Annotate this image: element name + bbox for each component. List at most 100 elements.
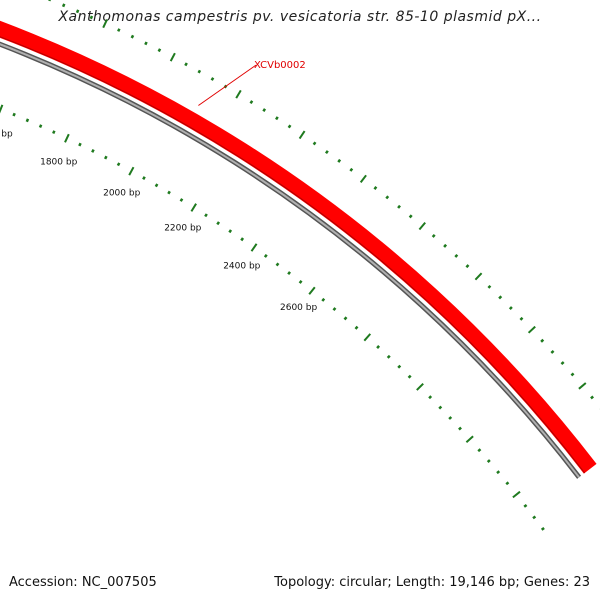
inner-tick-major — [128, 166, 135, 176]
position-label: 2400 bp — [223, 262, 260, 272]
inner-tick-minor — [38, 124, 43, 129]
outer-tick-major — [418, 221, 426, 231]
inner-tick-minor — [298, 279, 303, 284]
inner-tick-minor — [532, 515, 537, 520]
inner-tick-minor — [407, 374, 412, 379]
inner-tick-minor — [458, 426, 462, 431]
backbone-arc-highlight — [0, 43, 580, 478]
inner-tick-minor — [287, 271, 292, 276]
inner-tick-minor — [142, 176, 146, 181]
outer-tick-minor — [397, 204, 401, 209]
outer-tick-minor — [431, 233, 436, 238]
outer-tick-minor — [373, 186, 378, 190]
outer-tick-minor — [498, 295, 503, 300]
gene-label[interactable]: XCVb0002 — [254, 60, 306, 71]
gene-strand-arc[interactable] — [0, 0, 597, 474]
outer-tick-minor — [324, 150, 329, 155]
outer-tick-minor — [519, 316, 524, 321]
outer-tick-minor — [337, 158, 342, 163]
inner-tick-minor — [505, 481, 510, 486]
inner-tick-minor — [103, 155, 108, 160]
inner-tick-major — [512, 490, 521, 499]
inner-tick-minor — [12, 112, 16, 117]
outer-tick-minor — [465, 264, 470, 269]
inner-tick-minor — [386, 354, 391, 359]
outer-tick-minor — [287, 124, 292, 129]
inner-tick-minor — [523, 504, 528, 508]
outer-tick-minor — [48, 0, 51, 2]
inner-tick-major — [363, 333, 372, 342]
position-label: 2600 bp — [280, 303, 317, 313]
outer-tick-minor — [117, 28, 121, 32]
inner-tick-major — [0, 104, 4, 114]
outer-tick-minor — [262, 108, 267, 112]
outer-tick-minor — [144, 41, 148, 46]
gene-labels: XCVb0002 — [198, 60, 306, 106]
outer-tick-minor — [184, 62, 188, 67]
inner-tick-minor — [216, 221, 221, 226]
map-title: Xanthomonas campestris pv. vesicatoria s… — [58, 9, 542, 25]
inner-tick-major — [250, 243, 258, 252]
gene-label-leader — [198, 64, 257, 106]
outer-tick-minor — [197, 69, 202, 74]
inner-tick-minor — [321, 297, 326, 302]
accession-text: Accession: NC_007505 — [9, 575, 157, 590]
topology-info-text: Topology: circular; Length: 19,146 bp; G… — [274, 575, 590, 590]
inner-tick-major — [308, 286, 316, 295]
outer-tick-minor — [89, 15, 94, 20]
inner-tick-ring — [0, 104, 545, 531]
outer-tick-minor — [550, 349, 555, 354]
inner-tick-minor — [228, 229, 233, 234]
outer-tick-minor — [157, 48, 162, 53]
inner-tick-minor — [167, 190, 171, 195]
inner-tick-minor — [376, 345, 381, 349]
outer-tick-minor — [275, 116, 279, 121]
outer-tick-minor — [349, 167, 354, 172]
position-label: 2000 bp — [103, 189, 140, 199]
inner-tick-minor — [332, 307, 337, 311]
outer-tick-minor — [590, 395, 594, 400]
outer-tick-ring — [48, 0, 600, 410]
inner-tick-minor — [78, 142, 82, 147]
outer-tick-major — [169, 52, 176, 62]
inner-tick-minor — [397, 364, 402, 369]
inner-tick-minor — [448, 416, 453, 420]
inner-tick-minor — [52, 130, 56, 135]
outer-tick-minor — [540, 338, 545, 343]
position-label: 1800 bp — [40, 157, 77, 167]
outer-tick-minor — [312, 141, 317, 146]
inner-tick-minor — [477, 448, 482, 453]
inner-tick-major — [416, 382, 424, 391]
outer-tick-major — [359, 174, 367, 184]
inner-tick-minor — [179, 198, 184, 202]
outer-tick-minor — [385, 195, 390, 200]
inner-tick-minor — [343, 316, 348, 321]
outer-tick-major — [527, 325, 536, 334]
inner-tick-minor — [496, 470, 501, 475]
outer-tick-major — [474, 272, 483, 281]
outer-tick-major — [298, 130, 306, 140]
inner-tick-minor — [263, 253, 268, 258]
inner-tick-minor — [354, 325, 359, 330]
inner-tick-minor — [25, 118, 30, 123]
outer-tick-minor — [249, 100, 254, 105]
inner-tick-minor — [240, 237, 245, 242]
position-label: 2200 bp — [164, 224, 201, 234]
outer-tick-minor — [570, 372, 575, 377]
outer-tick-minor — [454, 253, 459, 258]
inner-tick-minor — [486, 459, 491, 464]
inner-tick-minor — [540, 527, 545, 531]
inner-tick-minor — [275, 262, 280, 267]
outer-tick-minor — [210, 77, 215, 81]
inner-tick-major — [190, 203, 197, 212]
outer-tick-major — [578, 382, 587, 390]
inner-tick-minor — [428, 395, 433, 400]
outer-tick-minor — [487, 284, 492, 289]
outer-tick-minor — [443, 243, 448, 248]
gene-strand-edge — [0, 36, 586, 474]
inner-tick-minor — [204, 213, 208, 218]
outer-tick-minor — [130, 34, 135, 39]
inner-tick-minor — [154, 183, 159, 188]
